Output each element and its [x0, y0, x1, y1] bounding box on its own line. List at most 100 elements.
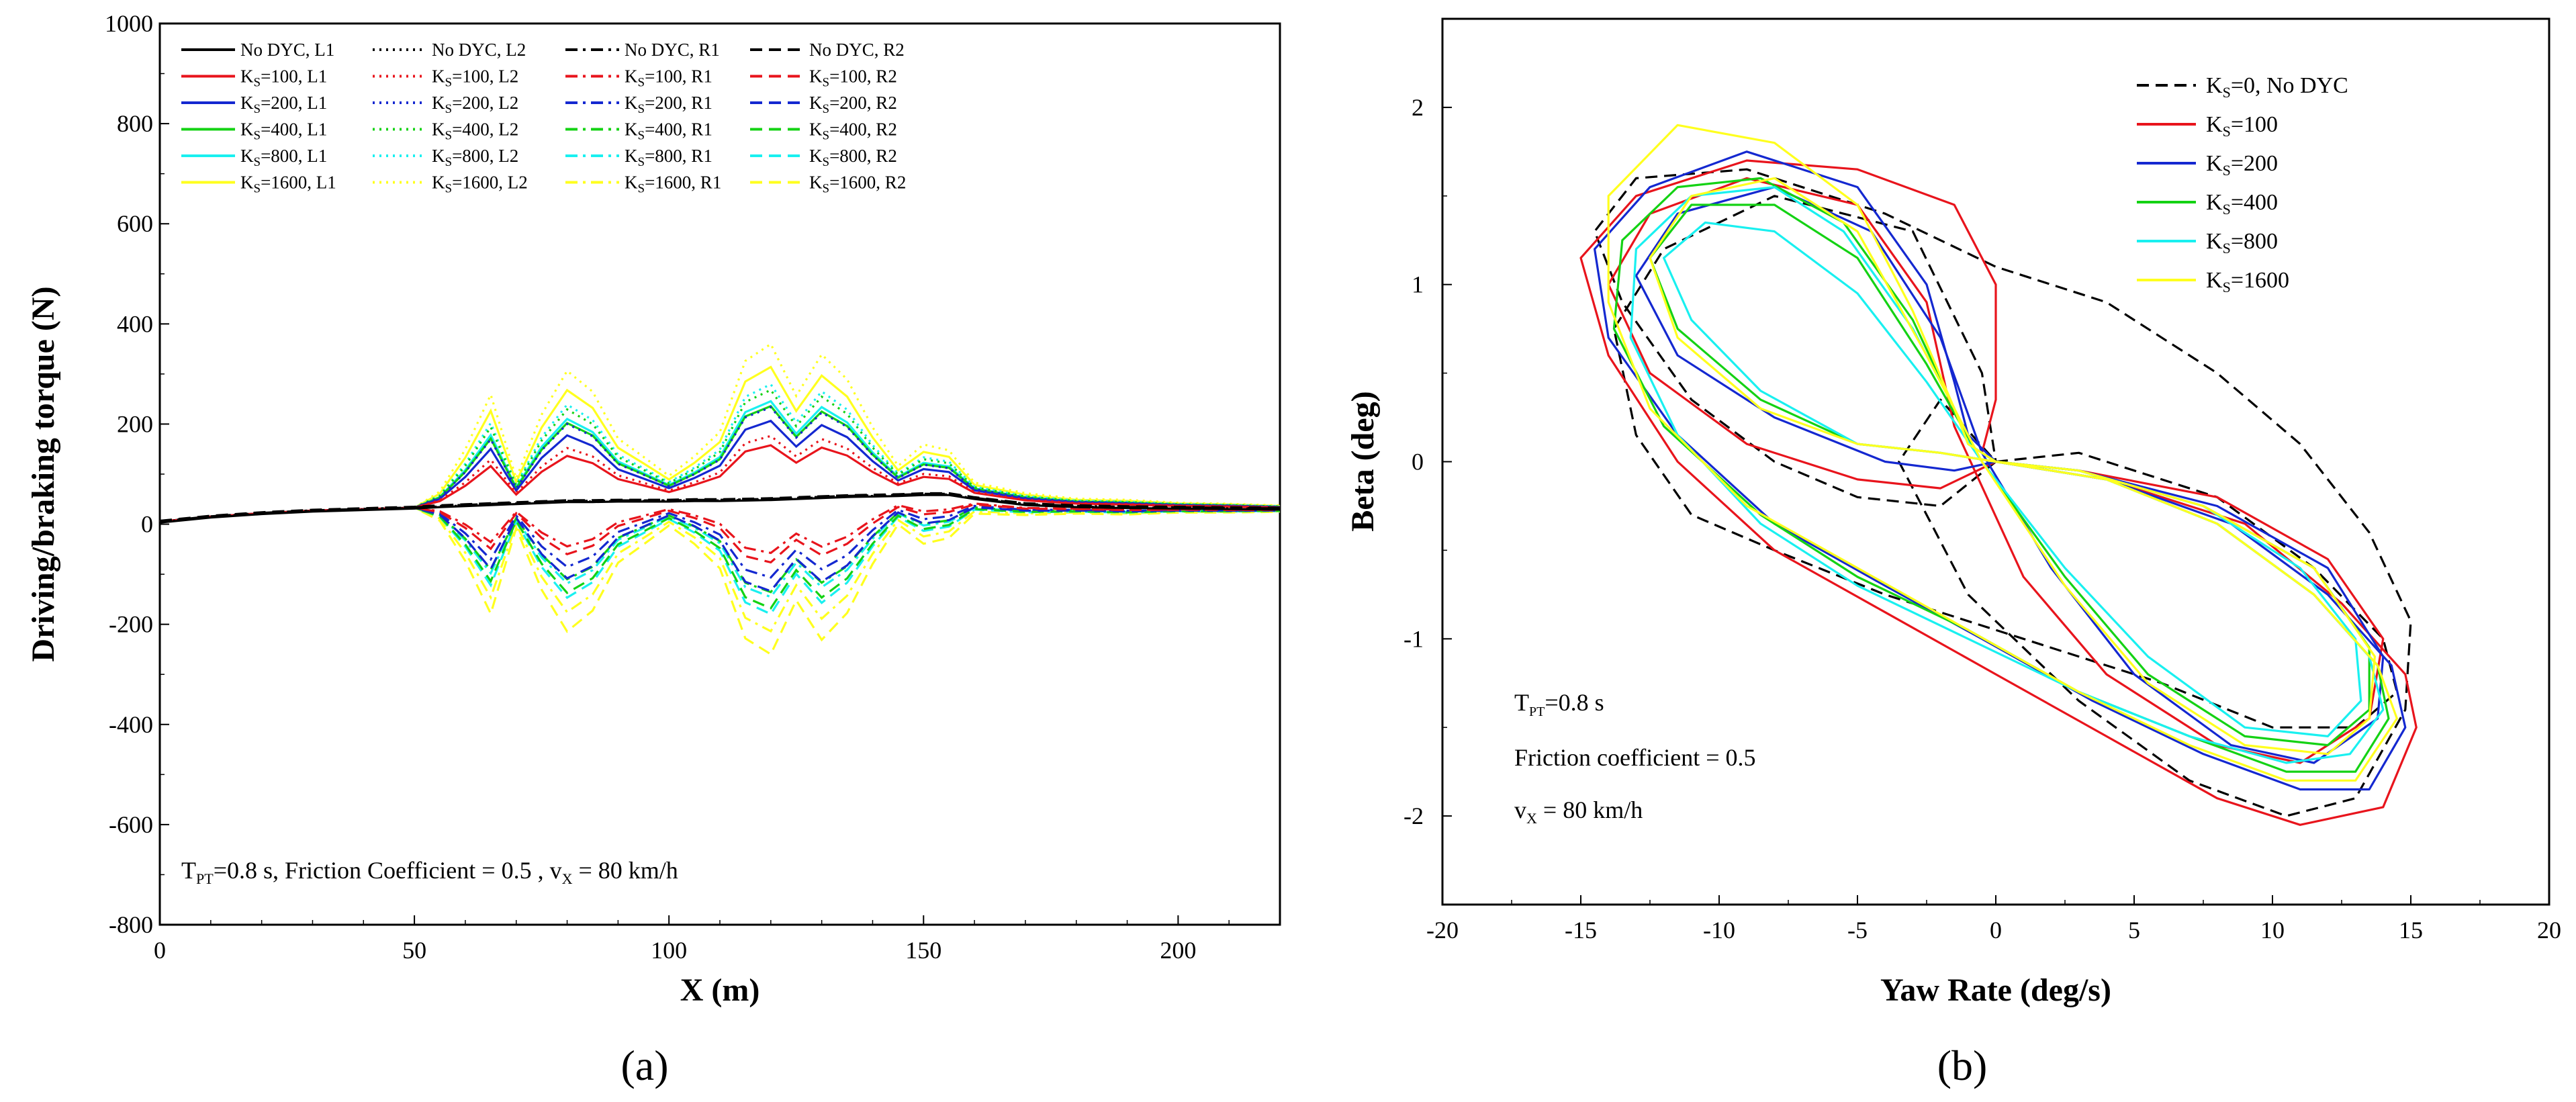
ks-rest: =100, L2: [452, 66, 518, 87]
panel-b-x-tick-label: 10: [2260, 917, 2285, 944]
panel-a-y-tick-label: 1000: [105, 10, 153, 37]
panel-a-series-ks-1600-l2: [159, 342, 1281, 523]
panel-a-series-no-dyc-r1: [159, 492, 1281, 522]
panel-a-x-tick-label: 150: [905, 937, 941, 964]
ks-sub: S: [445, 102, 453, 116]
panel-b-legend-label: KS=800: [2206, 229, 2278, 257]
panel-b-anno-line1: TPT=0.8 s: [1514, 689, 1604, 719]
ks-sub: S: [638, 76, 645, 90]
panel-a-legend-label: KS=200, L2: [432, 93, 518, 116]
panel-a-y-axis-title: Driving/braking torque (N): [26, 286, 61, 661]
ks-sub: S: [445, 155, 453, 169]
ks-k: K: [625, 66, 638, 87]
ks-k: K: [2206, 73, 2223, 98]
panel-b-x-tick-label: -20: [1426, 917, 1459, 944]
panel-b-anno3-sub: X: [1526, 810, 1537, 827]
ks-rest: =1600, L1: [261, 173, 336, 193]
ks-rest: =800: [2231, 229, 2278, 254]
ks-rest: =800, R1: [645, 146, 712, 166]
panel-a-legend-label: No DYC, L2: [432, 40, 526, 60]
ks-rest: =800, R2: [829, 146, 897, 166]
ks-sub: S: [2223, 84, 2231, 101]
panel-a-series-no-dyc-l2: [159, 493, 1281, 523]
ks-sub: S: [638, 182, 645, 196]
ks-sub: S: [2223, 162, 2231, 179]
ks-k: K: [2206, 112, 2223, 137]
panel-b-y-tick-label: 2: [1412, 94, 1424, 121]
ks-rest: =1600, R1: [645, 173, 721, 193]
panel-a-series-no-dyc-r2: [159, 492, 1281, 522]
panel-b-y-tick-label: -1: [1404, 625, 1424, 652]
panel-a-y-tick-label: 800: [117, 110, 153, 137]
panel-a-series-ks-1600-r2: [159, 506, 1281, 656]
ks-rest: =400, L2: [452, 120, 518, 140]
ks-k: K: [432, 66, 445, 87]
panel-a-series-ks-100-r2: [159, 503, 1281, 564]
ks-sub: S: [638, 129, 645, 143]
ks-sub: S: [823, 76, 830, 90]
ks-rest: =100, R2: [829, 66, 897, 87]
panel-b-anno1-rest: =0.8 s: [1545, 689, 1604, 716]
panel-a-legend-label: No DYC, R1: [625, 40, 720, 60]
panel-a-legend-label: KS=800, R2: [809, 146, 897, 169]
ks-rest: =100, R1: [645, 66, 712, 87]
ks-sub: S: [445, 129, 453, 143]
ks-rest: =1600, R2: [829, 173, 906, 193]
panel-b-y-axis-title: Beta (deg): [1345, 391, 1381, 531]
panel-a-annotation: TPT=0.8 s, Friction Coefficient = 0.5 , …: [181, 857, 678, 887]
panel-a-series-ks-200-r1: [159, 504, 1281, 579]
ks-sub: S: [2223, 123, 2231, 140]
panel-b-x-tick-label: 20: [2537, 917, 2561, 944]
ks-sub: S: [254, 102, 261, 116]
ks-k: K: [240, 66, 254, 87]
panel-a-caption: (a): [620, 1042, 668, 1089]
panel-a-x-tick-label: 200: [1160, 937, 1196, 964]
ks-rest: =0, No DYC: [2231, 73, 2348, 98]
ks-sub: S: [445, 182, 453, 196]
panel-a-axis-ticks: 0 50 100 150 200 -800 -600 -400 -200 0 200 400 600 80…: [105, 10, 1281, 964]
ks-rest: =200, R1: [645, 93, 712, 113]
panel-a-series-ks-100-r1: [159, 502, 1280, 555]
panel-b-y-tick-label: -2: [1404, 802, 1424, 829]
ks-sub: S: [2223, 201, 2231, 218]
panel-a-series-ks-1600-r1: [159, 506, 1281, 633]
ks-rest: =1600, L2: [452, 173, 528, 193]
panel-b-x-tick-label: 5: [2128, 917, 2140, 944]
panel-b-series-ks-200-loop0: [1594, 150, 2407, 791]
panel-b-anno1-prefix: T: [1514, 689, 1529, 716]
ks-k: K: [432, 120, 445, 140]
panel-b-series-ks-100-loop0: [1579, 159, 2418, 826]
ks-k: K: [240, 173, 254, 193]
panel-b-series-ks-400-loop0: [1612, 177, 2390, 773]
panel-b-x-tick-label: -10: [1703, 917, 1735, 944]
panel-a-legend-label: No DYC, L1: [240, 40, 334, 60]
ks-sub: S: [638, 155, 645, 169]
ks-sub: S: [254, 129, 261, 143]
panel-b-series-ks-100-loop1: [1607, 177, 2385, 764]
panel-a-anno-sub2: X: [562, 870, 573, 887]
ks-k: K: [809, 120, 823, 140]
panel-a-legend-label: KS=200, R1: [625, 93, 712, 116]
panel-a-x-tick-label: 0: [154, 937, 166, 964]
ks-sub: S: [823, 155, 830, 169]
panel-a-legend-label: KS=1600, L1: [240, 173, 336, 196]
ks-k: K: [809, 93, 823, 113]
ks-rest: =800, L1: [261, 146, 327, 166]
panel-a-series-ks-100-l1: [159, 444, 1281, 523]
ks-sub: S: [823, 129, 830, 143]
panel-a-y-tick-label: -600: [109, 811, 153, 838]
ks-k: K: [809, 146, 823, 166]
panel-a-legend-label: KS=800, L2: [432, 146, 518, 169]
panel-a-legend-label: KS=400, L1: [240, 120, 327, 143]
ks-k: K: [625, 120, 638, 140]
panel-b-anno1-sub: PT: [1529, 704, 1545, 719]
panel-a-anno-text1: =0.8 s, Friction Coefficient = 0.5 , v: [214, 857, 562, 884]
ks-k: K: [432, 173, 445, 193]
ks-sub: S: [2223, 240, 2231, 257]
ks-k: K: [809, 173, 823, 193]
panel-b-x-tick-label: -5: [1847, 917, 1868, 944]
panel-a-anno-text2: = 80 km/h: [572, 857, 678, 884]
panel-a-y-tick-label: 0: [141, 511, 153, 538]
